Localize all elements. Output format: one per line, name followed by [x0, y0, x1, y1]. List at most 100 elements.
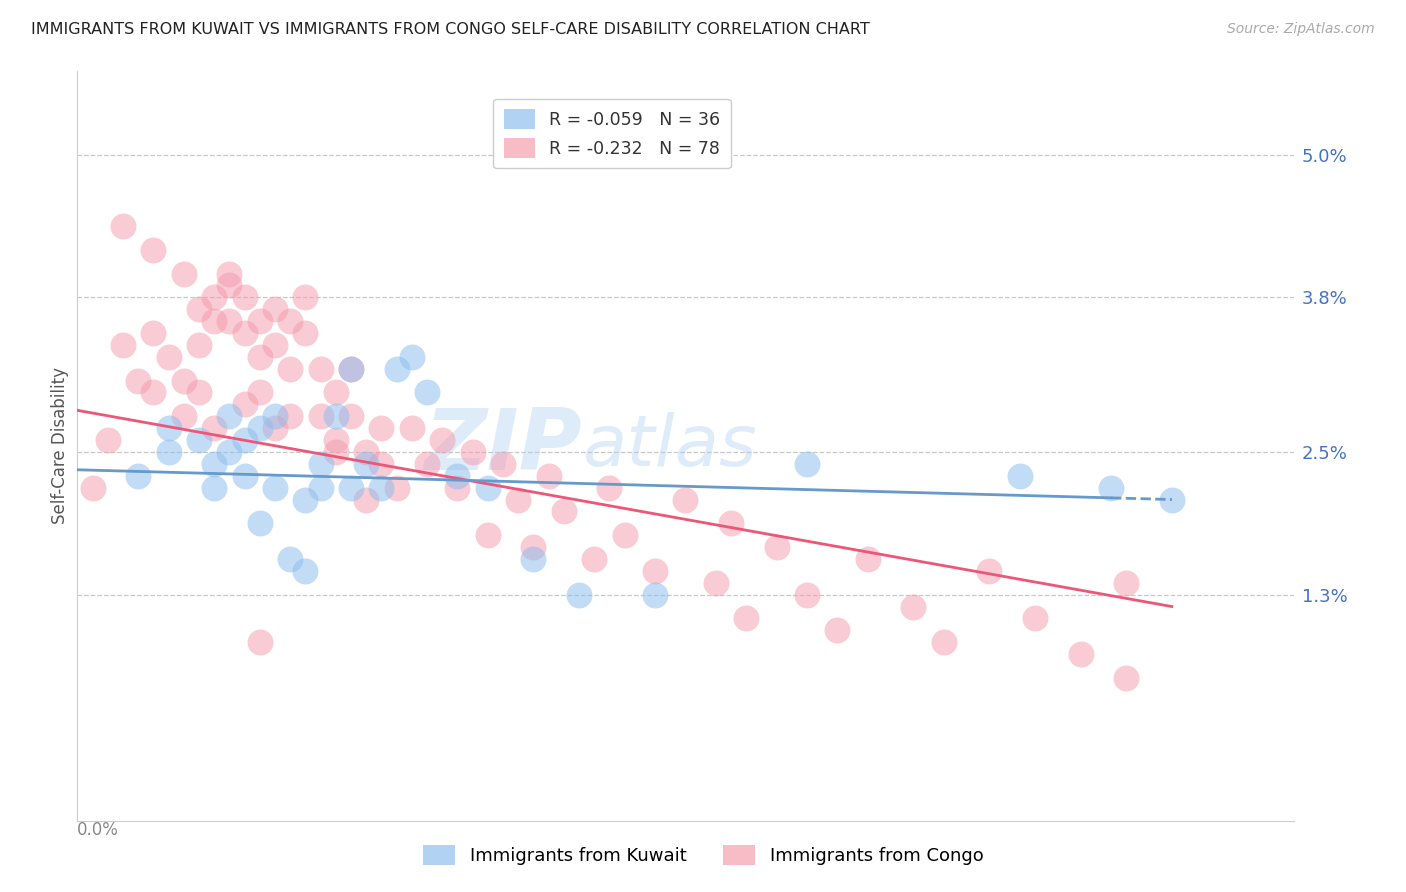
Point [370, 481, 392, 495]
Point [416, 457, 439, 471]
Point [218, 278, 240, 293]
Point [157, 445, 180, 459]
Text: ZIP: ZIP [425, 404, 582, 488]
Legend: R = -0.059   N = 36, R = -0.232   N = 78: R = -0.059 N = 36, R = -0.232 N = 78 [494, 99, 731, 169]
Point [249, 516, 271, 531]
Point [264, 338, 287, 352]
Point [142, 326, 165, 340]
Point [340, 481, 363, 495]
Point [218, 267, 240, 281]
Point [1160, 492, 1182, 507]
Point [1115, 671, 1137, 685]
Point [249, 350, 271, 364]
Point [188, 385, 211, 400]
Point [142, 243, 165, 257]
Point [188, 433, 211, 447]
Point [97, 433, 120, 447]
Point [218, 314, 240, 328]
Point [522, 552, 544, 566]
Point [903, 599, 925, 614]
Point [188, 338, 211, 352]
Point [765, 540, 787, 554]
Point [370, 421, 392, 435]
Point [340, 409, 363, 424]
Point [401, 350, 423, 364]
Point [218, 409, 240, 424]
Point [354, 457, 377, 471]
Point [354, 445, 377, 459]
Point [278, 361, 301, 376]
Point [127, 374, 149, 388]
Point [583, 552, 606, 566]
Point [644, 564, 666, 578]
Point [278, 552, 301, 566]
Point [325, 445, 347, 459]
Point [218, 445, 240, 459]
Point [264, 421, 287, 435]
Point [202, 421, 225, 435]
Point [416, 385, 439, 400]
Point [796, 588, 818, 602]
Point [249, 421, 271, 435]
Point [568, 588, 591, 602]
Point [537, 468, 560, 483]
Point [1099, 481, 1122, 495]
Point [430, 433, 453, 447]
Point [111, 219, 134, 233]
Point [1008, 468, 1031, 483]
Point [111, 338, 134, 352]
Point [477, 528, 499, 542]
Point [477, 481, 499, 495]
Point [264, 302, 287, 317]
Point [735, 611, 758, 625]
Point [508, 492, 530, 507]
Point [249, 314, 271, 328]
Point [264, 409, 287, 424]
Point [233, 290, 256, 304]
Point [157, 421, 180, 435]
Point [173, 409, 195, 424]
Point [142, 385, 165, 400]
Point [173, 374, 195, 388]
Point [856, 552, 879, 566]
Point [294, 564, 316, 578]
Point [173, 267, 195, 281]
Point [309, 481, 332, 495]
Point [553, 504, 575, 518]
Point [1070, 647, 1092, 661]
Point [340, 361, 363, 376]
Legend: Immigrants from Kuwait, Immigrants from Congo: Immigrants from Kuwait, Immigrants from … [416, 838, 990, 872]
Point [644, 588, 666, 602]
Point [461, 445, 484, 459]
Point [188, 302, 211, 317]
Point [370, 457, 392, 471]
Point [233, 326, 256, 340]
Point [249, 635, 271, 649]
Point [827, 624, 849, 638]
Point [233, 397, 256, 411]
Point [979, 564, 1001, 578]
Point [202, 290, 225, 304]
Point [278, 314, 301, 328]
Text: atlas: atlas [582, 411, 756, 481]
Point [278, 409, 301, 424]
Point [294, 492, 316, 507]
Point [598, 481, 620, 495]
Point [157, 350, 180, 364]
Point [385, 361, 408, 376]
Point [202, 481, 225, 495]
Point [675, 492, 697, 507]
Point [249, 385, 271, 400]
Point [294, 290, 316, 304]
Point [1024, 611, 1046, 625]
Text: 0.0%: 0.0% [77, 821, 120, 838]
Point [309, 361, 332, 376]
Point [309, 409, 332, 424]
Point [264, 481, 287, 495]
Point [340, 361, 363, 376]
Point [233, 433, 256, 447]
Point [446, 481, 468, 495]
Point [1115, 575, 1137, 590]
Point [932, 635, 955, 649]
Point [309, 457, 332, 471]
